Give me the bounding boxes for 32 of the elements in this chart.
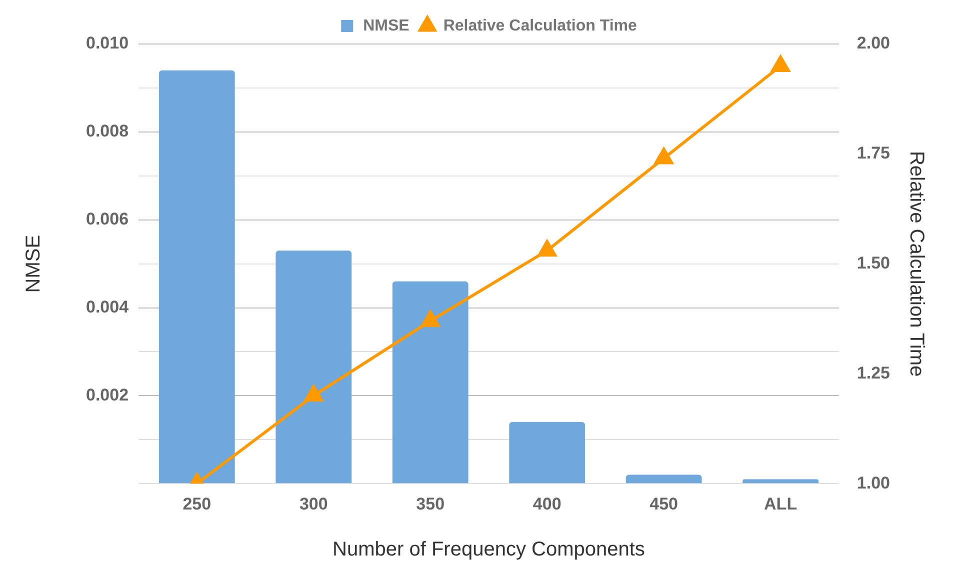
x-tick-label: 350 bbox=[416, 494, 445, 514]
y2-tick-label: 1.00 bbox=[856, 473, 890, 492]
y2-axis-title: Relative Calculation Time bbox=[905, 150, 928, 377]
y-tick-label: 0.010 bbox=[86, 34, 129, 53]
x-tick-label: ALL bbox=[764, 494, 798, 514]
point bbox=[654, 148, 674, 164]
point bbox=[304, 385, 323, 402]
legend-label: Relative Calculation Time bbox=[443, 17, 637, 34]
bar bbox=[509, 422, 586, 484]
x-axis-title: Number of Frequency Components bbox=[332, 538, 645, 561]
point bbox=[538, 240, 556, 257]
bar bbox=[158, 70, 235, 484]
y-tick-label: 0.008 bbox=[86, 122, 129, 141]
bar bbox=[276, 250, 352, 484]
y2-tick-label: 1.25 bbox=[856, 363, 890, 382]
x-tick-label: 250 bbox=[182, 494, 212, 514]
y-axis-title: NMSE bbox=[22, 234, 45, 293]
y-tick-label: 0.004 bbox=[86, 297, 130, 316]
x-tick-label: 450 bbox=[650, 494, 678, 514]
point bbox=[421, 310, 440, 327]
y2-tick-label: 1.50 bbox=[856, 253, 890, 272]
bar bbox=[742, 479, 818, 484]
x-tick-label: 300 bbox=[299, 494, 328, 514]
bar bbox=[626, 474, 702, 484]
y2-tick-label: 1.75 bbox=[856, 144, 890, 163]
y2-tick-label: 2.00 bbox=[856, 34, 890, 53]
y-tick-label: 0.002 bbox=[86, 385, 129, 404]
y-tick-label: 0.006 bbox=[86, 210, 129, 229]
point bbox=[771, 55, 790, 72]
legend-label: NMSE bbox=[363, 17, 410, 34]
bar bbox=[392, 281, 468, 484]
x-tick-label: 400 bbox=[532, 494, 562, 514]
